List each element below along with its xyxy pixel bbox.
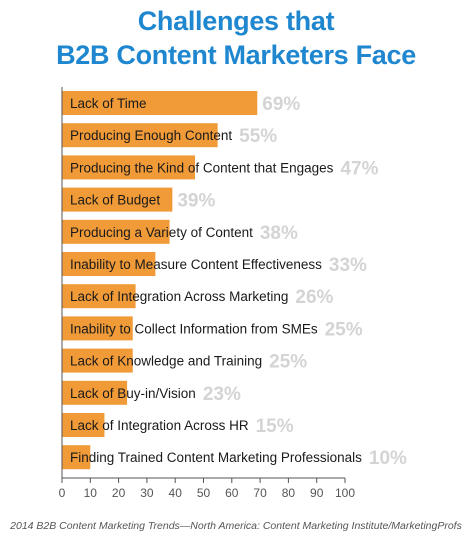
x-tick-label: 30 — [140, 486, 154, 500]
bar — [62, 348, 133, 373]
value-label: 33% — [329, 255, 367, 276]
x-tick-label: 100 — [335, 486, 355, 500]
bar — [62, 316, 133, 341]
x-tick-label: 40 — [169, 486, 183, 500]
bar — [62, 123, 218, 148]
x-tick-label: 60 — [225, 486, 239, 500]
bar — [62, 155, 196, 180]
x-tick-label: 70 — [253, 486, 267, 500]
bar — [62, 413, 105, 437]
bar-label: Lack of Time — [70, 96, 147, 111]
x-tick-label: 0 — [59, 486, 66, 500]
source-footer: 2014 B2B Content Marketing Trends—North … — [10, 520, 462, 532]
bar-label: Finding Trained Content Marketing Profes… — [70, 450, 362, 465]
value-label: 25% — [269, 352, 307, 373]
bar-label: Lack of Budget — [70, 193, 160, 208]
value-label: 23% — [203, 384, 241, 405]
bar — [62, 187, 173, 212]
value-label: 38% — [260, 223, 298, 244]
bar — [62, 219, 170, 244]
x-tick-label: 10 — [84, 486, 98, 500]
bar-label: Lack of Buy-in/Vision — [70, 386, 196, 401]
bar — [62, 445, 91, 470]
value-label: 69% — [262, 94, 300, 115]
chart-title-line-1: Challenges that — [137, 6, 335, 36]
value-label: 15% — [256, 416, 294, 437]
bar-label: Producing the Kind of Content that Engag… — [70, 160, 334, 175]
bar-label: Inability to Collect Information from SM… — [70, 321, 318, 336]
bar — [62, 252, 156, 276]
value-label: 10% — [369, 448, 407, 469]
bar-label: Lack of Integration Across HR — [70, 418, 249, 433]
x-tick-label: 80 — [282, 486, 296, 500]
value-label: 47% — [340, 158, 378, 179]
x-tick-label: 50 — [197, 486, 211, 500]
bar-label: Inability to Measure Content Effectivene… — [70, 257, 322, 272]
value-label: 55% — [239, 126, 277, 147]
chart-title: Challenges that B2B Content Marketers Fa… — [0, 4, 472, 72]
bar — [62, 284, 136, 309]
value-label: 26% — [295, 287, 333, 308]
bar — [62, 380, 128, 405]
x-tick-label: 20 — [112, 486, 126, 500]
bar — [62, 91, 258, 115]
chart-title-line-2: B2B Content Marketers Face — [56, 40, 416, 70]
value-label: 25% — [325, 319, 363, 340]
x-tick-label: 90 — [310, 486, 324, 500]
bar-label: Lack of Knowledge and Training — [70, 354, 262, 369]
bar-label: Producing Enough Content — [70, 128, 232, 143]
value-label: 39% — [177, 191, 215, 212]
bar-label: Lack of Integration Across Marketing — [70, 289, 288, 304]
bar-label: Producing a Variety of Content — [70, 225, 253, 240]
